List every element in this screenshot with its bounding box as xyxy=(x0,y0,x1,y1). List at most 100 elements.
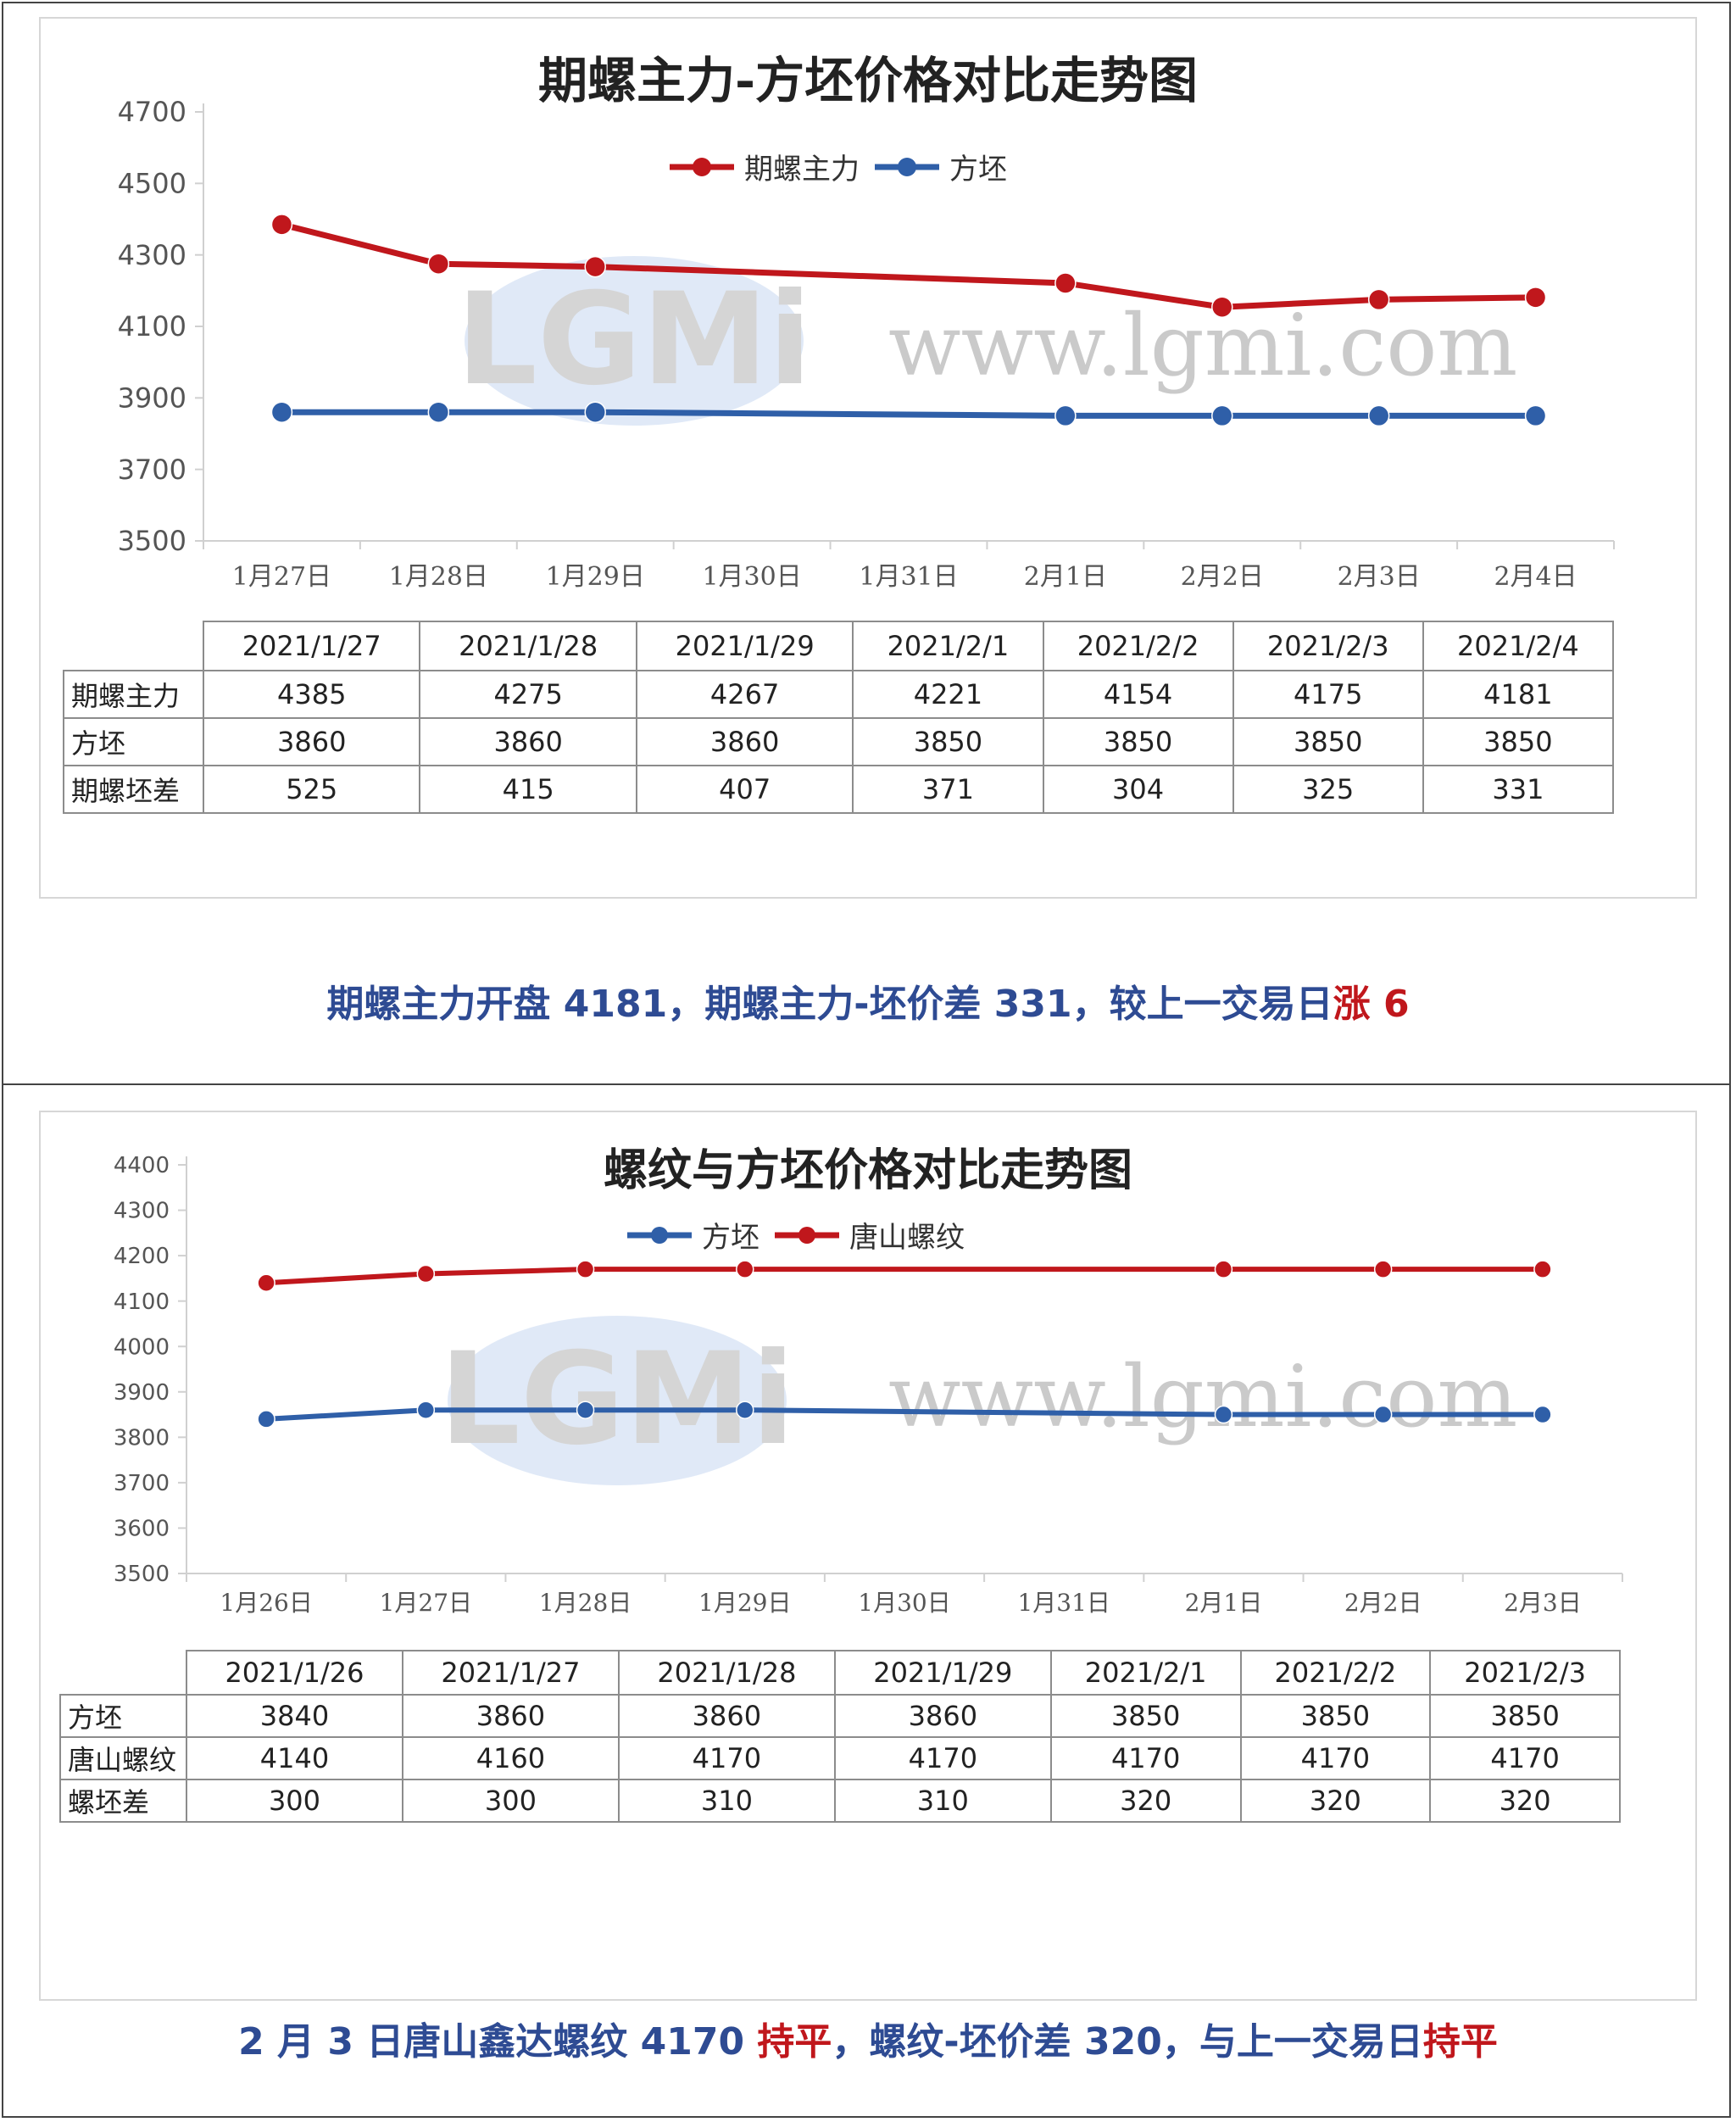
legend-item-rebar: 唐山螺纹 xyxy=(773,1214,965,1256)
table-cell: 4170 xyxy=(1049,1736,1242,1780)
table-column-header: 2021/2/2 xyxy=(1042,621,1234,671)
data-point xyxy=(427,401,450,423)
table-cell: 3840 xyxy=(186,1694,403,1738)
table-cell: 407 xyxy=(635,765,854,814)
table-cell: 304 xyxy=(1042,765,1234,814)
watermark-logo: LGMi xyxy=(456,256,812,426)
watermark-logo: LGMi xyxy=(439,1316,795,1485)
table-cell: 300 xyxy=(186,1779,403,1823)
caption-bottom-flat2: 持平 xyxy=(1422,2020,1498,2064)
table-row-label: 期螺主力 xyxy=(63,670,204,719)
table-cell: 4181 xyxy=(1422,670,1615,719)
table-cell: 4140 xyxy=(186,1736,403,1780)
watermark-logo-text: LGMi xyxy=(456,266,811,414)
legend-top: 期螺主力 方坯 xyxy=(668,146,1021,187)
data-point xyxy=(270,214,293,236)
table-cell: 3850 xyxy=(1049,1694,1242,1738)
data-point xyxy=(1373,1405,1393,1424)
legend-label-billet-2: 方坯 xyxy=(702,1221,760,1255)
x-tick-label: 1月30日 xyxy=(702,562,801,592)
plot-area-bottom: LGMi www.lgmi.com 4400 4300 4200 4100 4000 3900… xyxy=(114,1153,1623,1617)
caption-bottom-text2: ，螺纹-坯价差 320，与上一交易日 xyxy=(832,2020,1423,2064)
watermark-ellipse xyxy=(465,256,804,426)
data-point xyxy=(416,1401,436,1419)
caption-bottom-flat1: 持平 xyxy=(757,2020,832,2064)
table-corner-cell xyxy=(64,621,204,671)
x-tick-label: 2月2日 xyxy=(1181,562,1264,592)
data-point xyxy=(1373,1260,1393,1278)
x-tick-label: 1月31日 xyxy=(1017,1589,1110,1617)
table-cell: 3850 xyxy=(1232,717,1424,766)
table-column-header: 2021/1/27 xyxy=(202,621,421,671)
table-cell: 4154 xyxy=(1042,670,1234,719)
table-cell: 4275 xyxy=(419,670,637,719)
x-tick-label: 1月27日 xyxy=(232,562,331,592)
chart-panel-top: 期螺主力-方坯价格对比走势图 期螺主力 方坯 LGMi www.lgmi.com 4… xyxy=(39,17,1697,899)
y-tick-label: 3700 xyxy=(118,454,186,486)
y-tick-label: 3500 xyxy=(118,525,186,557)
table-cell: 4170 xyxy=(617,1736,836,1780)
y-tick-label: 4500 xyxy=(118,168,186,200)
table-cell: 4267 xyxy=(635,670,854,719)
table-cell: 3860 xyxy=(635,717,854,766)
legend-label-billet: 方坯 xyxy=(949,153,1007,187)
caption-top: 期螺主力开盘 4181，期螺主力-坯价差 331，较上一交易日涨 6 xyxy=(0,973,1736,1028)
data-point xyxy=(416,1264,436,1284)
table-column-header: 2021/1/27 xyxy=(401,1650,620,1696)
table-row-label: 唐山螺纹 xyxy=(59,1736,187,1780)
y-tick-label: 4700 xyxy=(118,96,186,128)
data-point xyxy=(584,255,606,278)
table-cell: 3860 xyxy=(202,717,421,766)
data-point xyxy=(427,253,450,275)
table-corner-cell xyxy=(60,1651,187,1696)
table-row: 期螺主力 4385 4275 4267 4221 4154 4175 4181 xyxy=(63,670,1615,719)
table-cell: 371 xyxy=(852,765,1044,814)
data-point xyxy=(736,1401,754,1419)
data-point xyxy=(257,1410,275,1429)
data-table-bottom: 2021/1/26 2021/1/27 2021/1/28 2021/1/29 2021… xyxy=(59,1650,1621,1823)
x-tick-label: 1月27日 xyxy=(380,1589,472,1617)
table-cell: 3860 xyxy=(401,1694,620,1738)
x-tick-label: 2月3日 xyxy=(1504,1589,1582,1617)
data-point xyxy=(576,1260,595,1278)
caption-top-change: 涨 6 xyxy=(1333,983,1410,1026)
y-tick-label: 3900 xyxy=(114,1380,170,1406)
table-column-header: 2021/2/1 xyxy=(852,621,1044,671)
table-cell: 331 xyxy=(1422,765,1615,814)
data-point xyxy=(1524,287,1547,309)
y-tick-label: 3500 xyxy=(114,1562,170,1587)
table-row: 螺坯差 300 300 310 310 320 320 320 xyxy=(59,1779,1621,1823)
table-column-header: 2021/1/28 xyxy=(617,1650,836,1696)
table-row-label: 期螺坯差 xyxy=(63,765,204,814)
chart-panel-bottom: 螺纹与方坯价格对比走势图 方坯 唐山螺纹 LGMi www.lgmi.com 440… xyxy=(39,1111,1697,2001)
table-cell: 310 xyxy=(617,1779,836,1823)
table-row-label: 方坯 xyxy=(63,717,204,766)
y-tick-label: 4100 xyxy=(114,1289,170,1315)
legend-bottom: 方坯 唐山螺纹 xyxy=(626,1214,978,1256)
x-tick-label: 1月29日 xyxy=(698,1589,791,1617)
table-cell: 320 xyxy=(1429,1779,1621,1823)
series-line-1 xyxy=(265,1267,1543,1286)
y-tick-label: 4000 xyxy=(114,1334,170,1360)
watermark-url: www.lgmi.com xyxy=(888,296,1517,395)
y-tick-label: 3700 xyxy=(114,1471,170,1496)
x-tick-label: 1月30日 xyxy=(858,1589,950,1617)
data-point xyxy=(1533,1405,1552,1424)
data-point xyxy=(1367,404,1390,427)
table-cell: 300 xyxy=(401,1779,620,1823)
table-cell: 3850 xyxy=(1429,1694,1621,1738)
data-point xyxy=(1533,1260,1552,1278)
x-tick-label: 1月26日 xyxy=(220,1589,312,1617)
y-tick-label: 3600 xyxy=(114,1517,170,1542)
data-table-top: 2021/1/27 2021/1/28 2021/1/29 2021/2/1 2021/… xyxy=(63,621,1615,814)
chart-title-bottom: 螺纹与方坯价格对比走势图 xyxy=(603,1145,1132,1196)
table-column-header: 2021/1/28 xyxy=(419,621,637,671)
table-cell: 4221 xyxy=(852,670,1044,719)
table-cell: 3860 xyxy=(419,717,637,766)
table-cell: 3850 xyxy=(1422,717,1615,766)
data-point xyxy=(1211,296,1233,318)
table-cell: 320 xyxy=(1049,1779,1242,1823)
caption-bottom: 2 月 3 日唐山鑫达螺纹 4170 持平，螺纹-坯价差 320，与上一交易日持… xyxy=(0,2011,1736,2065)
table-row: 方坯 3860 3860 3860 3850 3850 3850 3850 xyxy=(63,717,1615,766)
x-tick-label: 2月4日 xyxy=(1494,562,1577,592)
